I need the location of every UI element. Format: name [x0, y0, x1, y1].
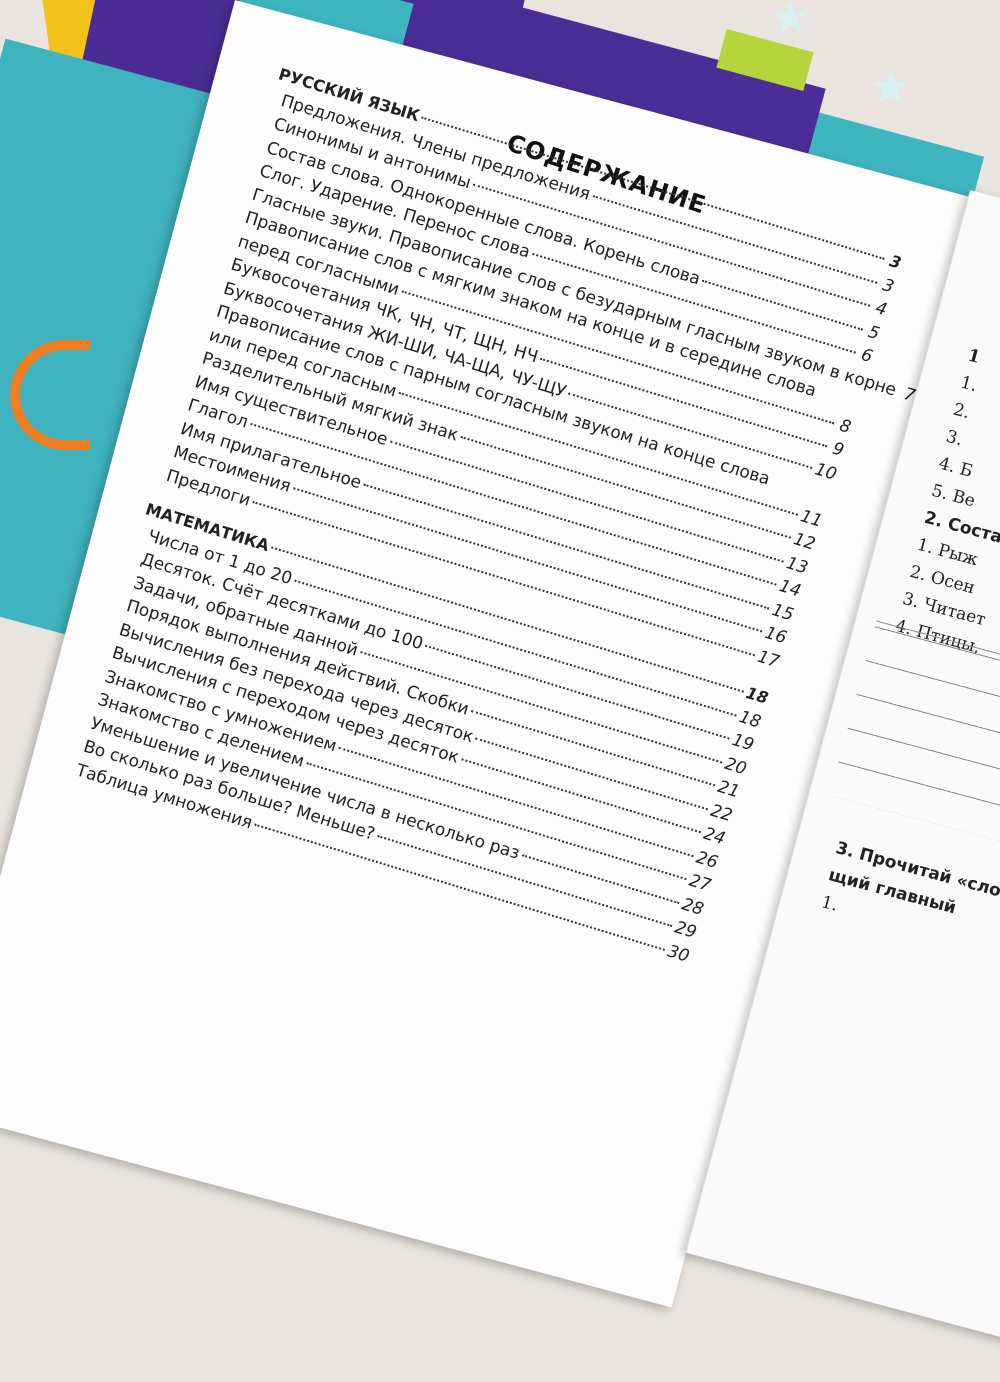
page-number: 8	[837, 415, 854, 438]
page-number: 3	[880, 274, 897, 297]
page-number: 9	[830, 438, 847, 461]
star-icon: ★	[770, 0, 812, 44]
star-icon: ★	[870, 60, 912, 114]
page-number: 6	[858, 344, 875, 368]
page-number: 4	[873, 298, 890, 321]
answer-table	[829, 620, 1000, 873]
page-number: 5	[865, 321, 883, 344]
page-number: 3	[887, 251, 904, 273]
cover-decoration	[10, 340, 90, 450]
table-of-contents: РУССКИЙ ЯЗЫК 3 Предложения. Члены предложе…	[63, 64, 918, 970]
dot-leader	[898, 390, 899, 393]
